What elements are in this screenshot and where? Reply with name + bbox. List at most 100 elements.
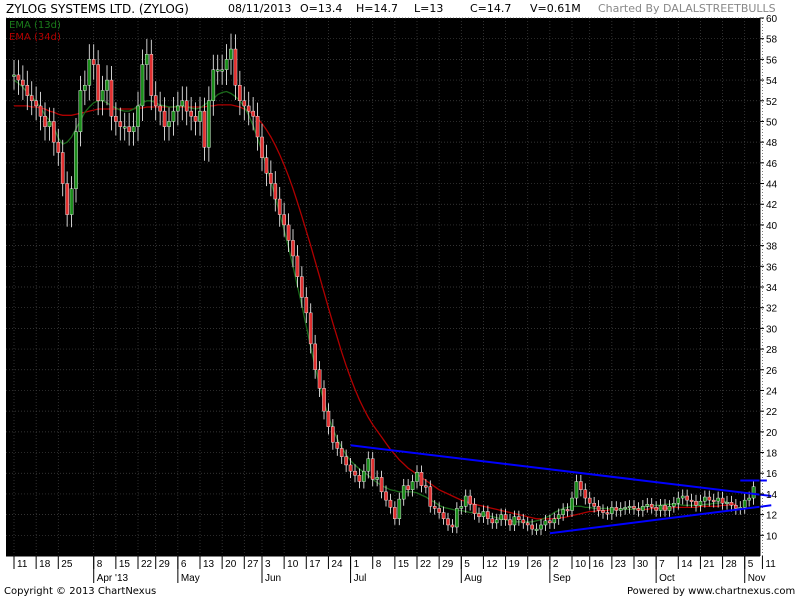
candle	[481, 511, 486, 517]
month-label: Nov	[748, 573, 766, 584]
plot-area	[6, 18, 760, 556]
candle	[43, 116, 47, 127]
chart-title: ZYLOG SYSTEMS LTD. (ZYLOG)	[6, 2, 189, 16]
candle	[145, 54, 149, 65]
candle	[114, 116, 118, 122]
x-tick-label: 3	[265, 559, 271, 570]
candle	[596, 506, 601, 511]
y-tick-label: 42	[766, 200, 778, 211]
candle	[357, 475, 362, 482]
candle	[193, 116, 198, 122]
y-tick-label: 46	[766, 159, 778, 170]
header-high: H=14.7	[356, 2, 398, 15]
candle	[260, 136, 264, 158]
candle	[428, 486, 433, 507]
candle	[530, 524, 534, 530]
candle	[539, 524, 543, 530]
candle	[375, 477, 379, 480]
candle	[224, 59, 229, 70]
candle	[34, 100, 38, 107]
candle	[131, 126, 136, 133]
legend-ema13: EMA (13d)	[9, 20, 61, 31]
candle	[65, 183, 69, 215]
trendline	[549, 504, 772, 535]
powered-by: Powered by www.chartnexus.com	[627, 586, 796, 597]
candle	[16, 74, 21, 81]
candle	[486, 511, 490, 519]
candle	[184, 100, 189, 112]
candle	[503, 514, 508, 520]
x-tick-label: 10	[287, 559, 299, 570]
candle	[29, 95, 34, 101]
y-tick-label: 26	[766, 366, 778, 377]
y-tick-label: 16	[766, 469, 778, 480]
y-tick-label: 56	[766, 55, 778, 66]
candle	[663, 505, 667, 511]
candle	[490, 518, 495, 524]
header-low: L=13	[414, 2, 444, 15]
trendlines	[350, 444, 772, 535]
candle	[623, 507, 627, 510]
candle	[424, 485, 428, 488]
candle	[12, 74, 16, 77]
month-label: Jul	[354, 573, 367, 584]
candle	[362, 470, 366, 482]
candle	[636, 508, 641, 511]
candle	[229, 48, 233, 60]
candle	[401, 485, 406, 500]
x-tick-label: 5	[748, 559, 754, 570]
candle	[605, 512, 610, 515]
copyright: Copyright © 2013 ChartNexus	[4, 586, 157, 597]
candle	[689, 499, 694, 502]
candle	[52, 121, 56, 143]
candle	[308, 312, 313, 345]
candle	[574, 481, 579, 499]
y-tick-label: 54	[766, 76, 778, 87]
month-label: Jun	[265, 573, 281, 584]
x-tick-label: 29	[159, 559, 171, 570]
candle	[348, 464, 353, 472]
x-tick-label: 6	[181, 559, 187, 570]
candle	[432, 506, 437, 509]
candle	[397, 498, 402, 519]
candle	[273, 183, 278, 200]
candle	[47, 121, 52, 127]
x-tick-label: 8	[376, 559, 382, 570]
ema13-series	[13, 79, 728, 523]
candle	[494, 519, 499, 524]
candle	[255, 116, 260, 138]
x-tick-label: 15	[119, 559, 131, 570]
candle	[300, 276, 304, 298]
candle	[220, 69, 224, 72]
candle	[282, 214, 286, 226]
candle	[74, 131, 78, 189]
candle	[286, 224, 291, 241]
candle	[353, 470, 357, 476]
candle	[238, 85, 242, 101]
candle	[83, 85, 87, 91]
candle	[446, 518, 450, 526]
candle	[468, 495, 472, 505]
candle	[707, 496, 712, 501]
y-tick-label: 40	[766, 221, 778, 232]
candle	[87, 59, 92, 86]
candle	[592, 503, 596, 507]
candle	[694, 500, 698, 506]
candle	[118, 121, 123, 127]
candle	[322, 388, 326, 412]
x-tick-label: 14	[681, 559, 693, 570]
x-tick-label: 12	[486, 559, 498, 570]
x-axis: 11 18 25 8 15 22 29 6 13 20 27 3 10 17 24 1 8 15 22 29 5 12 19…	[6, 555, 776, 584]
candle	[91, 59, 96, 65]
candle	[295, 255, 300, 277]
candle	[610, 507, 614, 514]
candle	[25, 85, 30, 96]
x-tick-label: 22	[420, 559, 432, 570]
candle	[716, 497, 720, 502]
candle	[384, 491, 388, 501]
candle	[680, 495, 685, 499]
candle	[96, 64, 100, 101]
candle	[561, 509, 565, 515]
candle	[618, 508, 623, 511]
x-tick-label: 15	[398, 559, 410, 570]
